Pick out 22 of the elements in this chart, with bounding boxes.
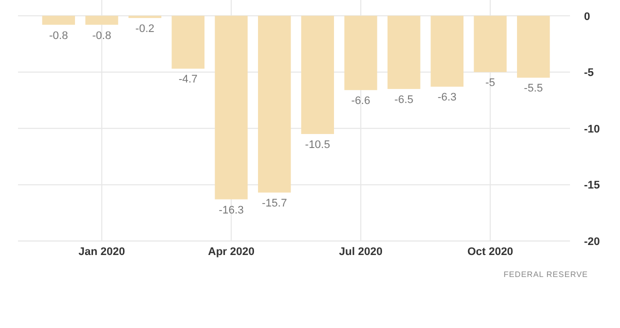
x-tick-label: Oct 2020 [467, 246, 514, 258]
y-tick-label: -5 [584, 67, 594, 80]
data-label: -6.3 [438, 92, 457, 104]
y-tick-label: -10 [584, 123, 600, 136]
data-label: -15.7 [262, 198, 287, 210]
data-label: -0.2 [135, 23, 154, 36]
data-label: -5.5 [524, 82, 543, 95]
data-label: -5 [485, 77, 496, 90]
data-label: -4.7 [178, 74, 198, 86]
data-label: -10.5 [305, 139, 330, 152]
data-label: -0.8 [92, 30, 112, 42]
x-tick-label: Jan 2020 [78, 246, 125, 258]
x-tick-label: Apr 2020 [208, 246, 254, 258]
data-label: -6.5 [394, 94, 414, 106]
y-tick-label: -15 [584, 180, 600, 192]
data-label: -0.8 [49, 30, 68, 42]
data-label: -16.3 [218, 204, 244, 216]
y-tick-label: 0 [584, 10, 590, 23]
y-tick-label: -20 [584, 236, 600, 248]
data-label: -6.6 [351, 95, 370, 108]
x-tick-label: Jul 2020 [339, 246, 382, 258]
text: FEDERAL RESERVE [504, 270, 588, 279]
